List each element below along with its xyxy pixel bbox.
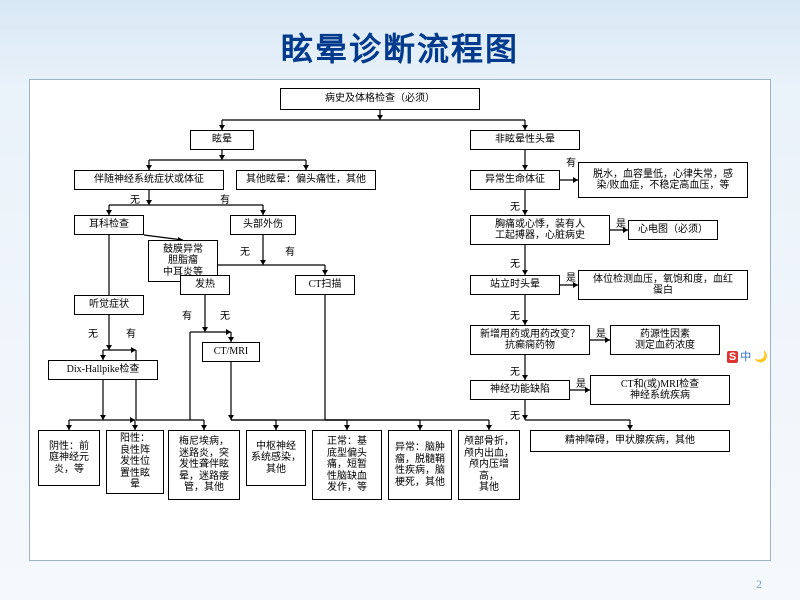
node-b6: 异常：脑肿 瘤，脱髓鞘 性疾病，脑 梗死，其他 <box>388 430 452 500</box>
edge-label: 是 <box>566 274 576 284</box>
node-n17r: CT和(或)MRI检查 神经系统疾病 <box>590 375 730 405</box>
edge-label: 无 <box>240 248 250 258</box>
node-n12: CT扫描 <box>295 275 355 295</box>
node-n8: 胸痛或心悸，装有人 工起搏器，心脏病史 <box>470 215 610 245</box>
node-b3: 梅尼埃病， 迷路炎，突 发性聋伴眩 晕，迷路瘘 管，其他 <box>168 430 240 500</box>
node-n16: 新增用药或用药改变？ 抗癫痫药物 <box>470 325 590 355</box>
edge-label: 有 <box>566 159 576 169</box>
node-n13: 站立时头晕 <box>470 275 560 295</box>
edge-label: 无 <box>510 368 520 378</box>
node-n16r: 药源性因素 测定血药浓度 <box>610 325 720 355</box>
edge-label: 无 <box>510 312 520 322</box>
node-b4: 中枢神经 系统感染， 其他 <box>246 430 306 486</box>
node-b7: 颅部骨折， 颅内出血， 颅内压增高， 其他 <box>458 430 520 500</box>
node-b8: 精神障碍，甲状腺疾病，其他 <box>530 430 730 452</box>
node-n1: 眩晕 <box>190 130 254 150</box>
node-n14: Dix-Hallpike检查 <box>48 360 158 380</box>
edge-label: 是 <box>596 330 606 340</box>
node-n3: 伴随神经系统症状或体征 <box>74 170 224 190</box>
node-n13r: 体位检测血压，氧饱和度，血红 蛋白 <box>578 270 748 300</box>
node-n17: 神经功能缺陷 <box>470 380 570 400</box>
edge-label: 无 <box>510 260 520 270</box>
node-n5: 异常生命体征 <box>470 170 560 190</box>
node-n8r: 心电图（必须） <box>628 220 718 240</box>
edge-label: 有 <box>220 196 230 206</box>
ime-badge: S中 🌙 <box>727 348 768 364</box>
edge-label: 有 <box>126 330 136 340</box>
node-n4: 其他眩晕：偏头痛性，其他 <box>236 170 376 190</box>
node-n7: 头部外伤 <box>230 215 296 235</box>
edge-label: 无 <box>220 312 230 322</box>
edge-label: 无 <box>130 196 140 206</box>
node-n6: 耳科检查 <box>74 215 144 235</box>
page-number: 2 <box>756 577 762 592</box>
edge-label: 是 <box>616 220 626 230</box>
node-b2: 阳性： 良性阵 发性位 置性眩 晕 <box>106 430 164 494</box>
node-n15: CT/MRI <box>202 342 260 362</box>
node-n2: 非眩晕性头晕 <box>470 130 580 150</box>
edge-label: 有 <box>285 248 295 258</box>
edge-label: 是 <box>576 380 586 390</box>
node-b5: 正常：基 底型偏头 痛，短暂 性脑缺血 发作，等 <box>312 430 382 500</box>
flowchart-canvas: S中 🌙 病史及体格检查（必须） 眩晕 非眩晕性头晕伴随神经系统症状或体征其他眩晕：… <box>30 80 770 560</box>
edge-label: 无 <box>510 412 520 422</box>
node-b1: 阴性：前 庭神经元 炎，等 <box>38 430 100 486</box>
edge-label: 无 <box>510 203 520 213</box>
node-n0: 病史及体格检查（必须） <box>280 88 480 110</box>
edge-label: 有 <box>182 312 192 322</box>
page-title: 眩晕诊断流程图 <box>0 0 800 70</box>
node-n10: 听觉症状 <box>74 295 144 315</box>
node-n11: 发热 <box>180 275 230 295</box>
edge-label: 无 <box>88 330 98 340</box>
node-n5r: 脱水，血容量低，心律失常，感 染/败血症，不稳定高血压，等 <box>578 162 748 198</box>
